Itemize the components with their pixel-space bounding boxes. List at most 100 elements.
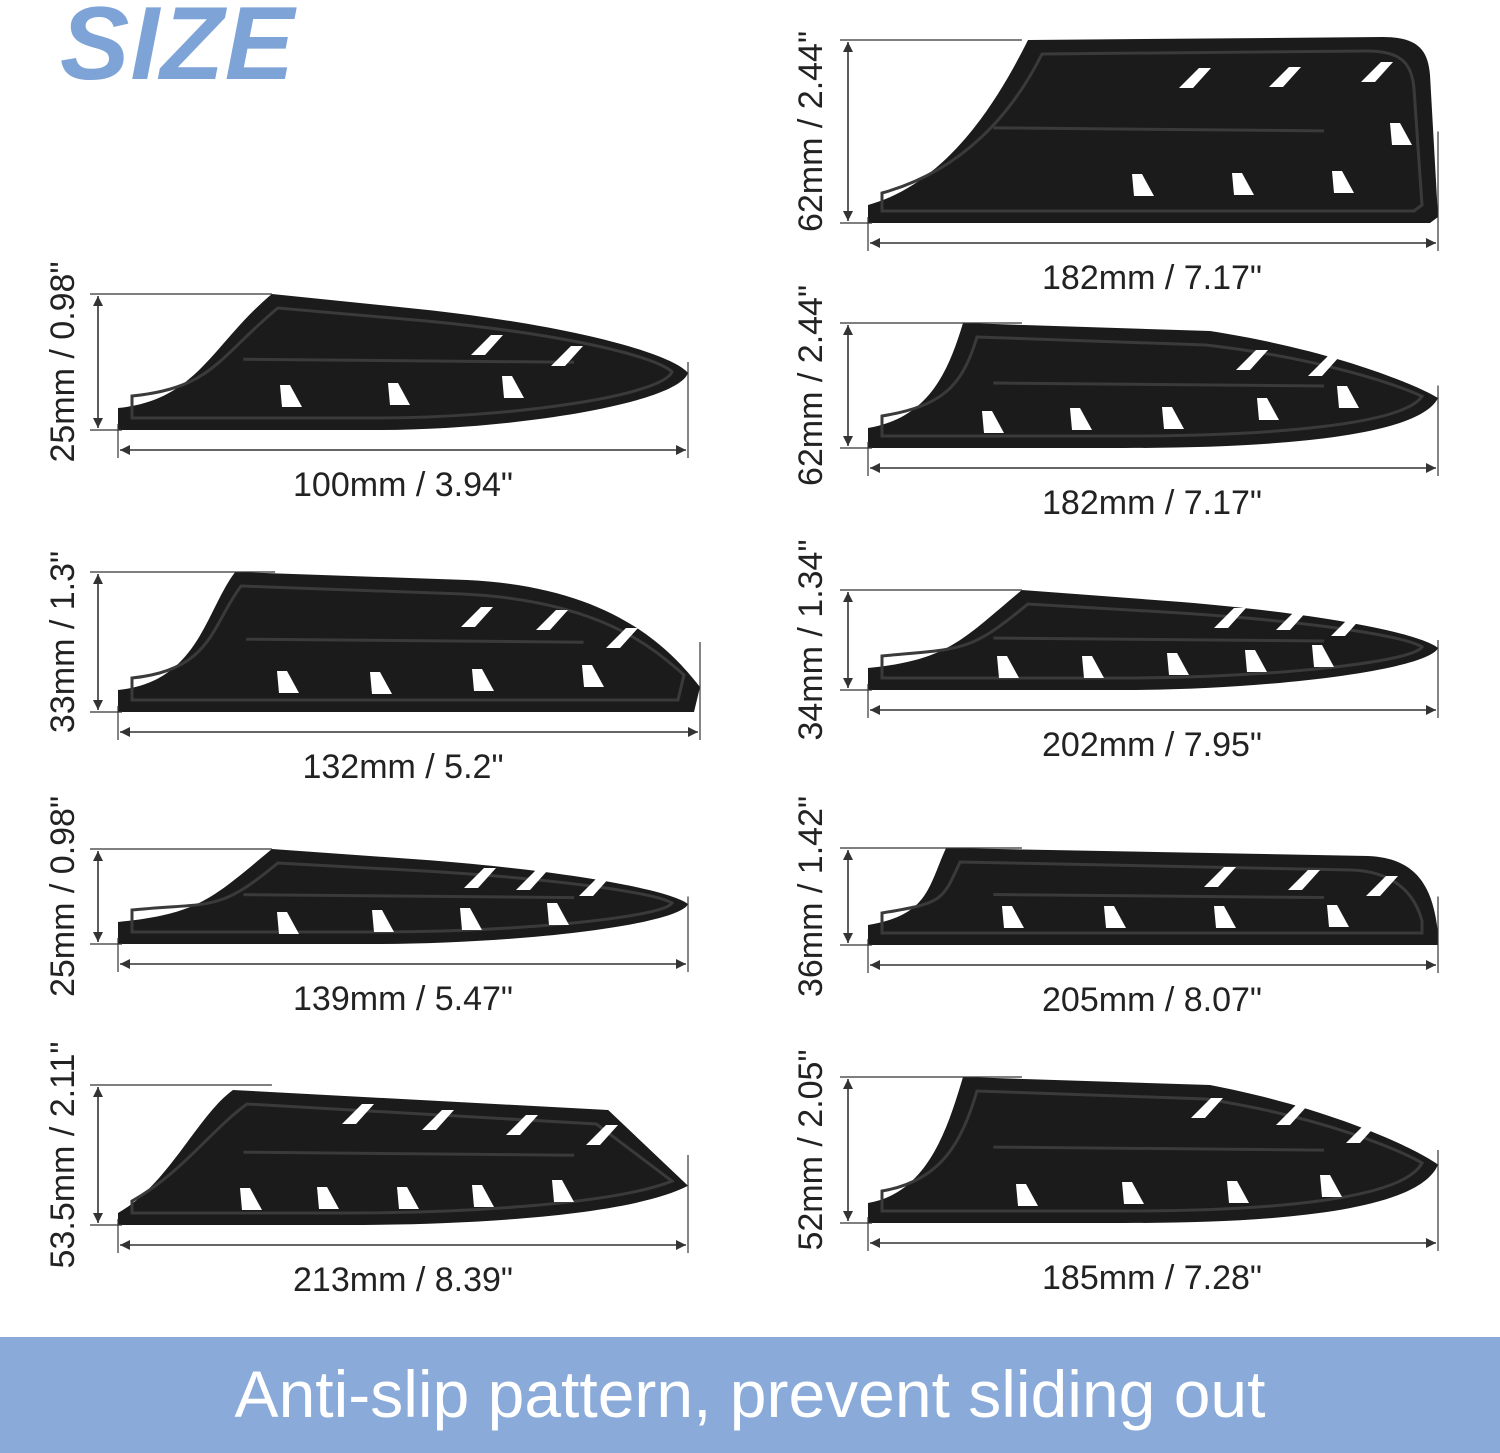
sheath-3-height-label: 25mm / 0.98" xyxy=(44,796,82,997)
sheath-3-ridge xyxy=(243,893,575,900)
sheath-7-antislip-hole xyxy=(1331,616,1363,636)
sheath-5-antislip-hole xyxy=(1269,67,1301,87)
sheath-4-antislip-hole xyxy=(422,1110,454,1130)
sheath-8-antislip-hole xyxy=(1104,906,1126,928)
knife-sheath-2 xyxy=(118,572,700,712)
sheath-3-antislip-hole xyxy=(516,870,548,890)
sheath-2-antislip-hole xyxy=(606,628,638,648)
knife-sheath-9 xyxy=(868,1077,1438,1223)
sheath-5-antislip-hole xyxy=(1390,123,1412,145)
sheath-1-antislip-hole xyxy=(280,385,302,407)
sheath-7-length-label: 202mm / 7.95" xyxy=(1042,726,1262,764)
sheath-diagram: 100mm / 3.94" 25mm / 0.98" 132mm / 5.2" 33m… xyxy=(44,31,1439,1299)
sheath-4-length-label: 213mm / 8.39" xyxy=(293,1261,513,1299)
sheath-6-ridge xyxy=(993,381,1325,388)
sheath-9-antislip-hole xyxy=(1276,1105,1308,1125)
sheath-3-antislip-hole xyxy=(547,903,569,925)
sheath-4-antislip-hole xyxy=(342,1104,374,1124)
sheath-7-dimensions: 202mm / 7.95" 34mm / 1.34" xyxy=(792,539,1439,764)
knife-sheath-5 xyxy=(868,37,1438,223)
knife-sheath-4 xyxy=(118,1090,688,1225)
sheath-8-antislip-hole xyxy=(1288,870,1320,890)
sheath-9-length-label: 185mm / 7.28" xyxy=(1042,1259,1262,1297)
sheath-4-antislip-hole xyxy=(552,1180,574,1202)
sheath-7-antislip-hole xyxy=(1276,610,1308,630)
sheath-5-length-label: 182mm / 7.17" xyxy=(1042,259,1262,297)
sheath-8-length-label: 205mm / 8.07" xyxy=(1042,981,1262,1019)
sheath-4-antislip-hole xyxy=(397,1187,419,1209)
sheath-2-antislip-hole xyxy=(461,607,493,627)
sheath-6-antislip-hole xyxy=(1257,398,1279,420)
sheath-3-length-label: 139mm / 5.47" xyxy=(293,980,513,1018)
sheath-5-dimensions: 182mm / 7.17" 62mm / 2.44" xyxy=(792,31,1439,297)
knife-sheath-1 xyxy=(118,294,688,430)
banner-text: Anti-slip pattern, prevent sliding out xyxy=(234,1357,1266,1431)
sheath-1-rim xyxy=(130,306,674,420)
sheath-3-antislip-hole xyxy=(277,912,299,934)
sheath-5-antislip-hole xyxy=(1332,171,1354,193)
sheath-1-length-label: 100mm / 3.94" xyxy=(293,466,513,504)
sheath-5-antislip-hole xyxy=(1232,173,1254,195)
sheath-3-dimensions: 139mm / 5.47" 25mm / 0.98" xyxy=(44,796,689,1018)
sheath-1-antislip-hole xyxy=(502,376,524,398)
sheath-9-antislip-hole xyxy=(1320,1175,1342,1197)
sheath-9-dimensions: 185mm / 7.28" 52mm / 2.05" xyxy=(792,1049,1439,1297)
sheath-9-antislip-hole xyxy=(1016,1184,1038,1206)
size-title: SIZE xyxy=(60,0,296,102)
sheath-2-height-label: 33mm / 1.3" xyxy=(44,551,82,733)
sheath-6-antislip-hole xyxy=(1236,350,1268,370)
sheath-3-antislip-hole xyxy=(372,910,394,932)
sheath-7-antislip-hole xyxy=(1312,645,1334,667)
sheath-6-antislip-hole xyxy=(1162,407,1184,429)
sheath-2-antislip-hole xyxy=(370,672,392,694)
sheath-6-rim xyxy=(880,335,1425,438)
knife-sheath-6 xyxy=(868,323,1438,448)
sheath-2-antislip-hole xyxy=(472,669,494,691)
sheath-7-ridge xyxy=(993,636,1325,643)
sheath-7-antislip-hole xyxy=(1245,650,1267,672)
sheath-2-rim xyxy=(130,584,686,702)
sheath-7-height-label: 34mm / 1.34" xyxy=(792,539,830,740)
sheath-4-antislip-hole xyxy=(317,1187,339,1209)
sheath-9-antislip-hole xyxy=(1122,1182,1144,1204)
sheath-7-antislip-hole xyxy=(997,656,1019,678)
sheath-4-height-label: 53.5mm / 2.11" xyxy=(44,1042,82,1269)
sheath-5-ridge xyxy=(993,126,1325,133)
sheath-7-rim xyxy=(880,602,1425,680)
sheath-9-antislip-hole xyxy=(1227,1181,1249,1203)
sheath-4-antislip-hole xyxy=(506,1115,538,1135)
sheath-4-dimensions: 213mm / 8.39" 53.5mm / 2.11" xyxy=(44,1042,689,1299)
sheath-1-antislip-hole xyxy=(388,383,410,405)
sheath-1-dimensions: 100mm / 3.94" 25mm / 0.98" xyxy=(44,261,689,504)
sheath-4-rim xyxy=(130,1102,676,1215)
sheath-8-height-label: 36mm / 1.42" xyxy=(792,796,830,997)
sheath-8-antislip-hole xyxy=(1214,906,1236,928)
sheath-2-antislip-hole xyxy=(536,610,568,630)
knife-sheath-7 xyxy=(868,590,1438,690)
sheath-1-antislip-hole xyxy=(471,335,503,355)
sheath-5-rim xyxy=(880,49,1424,213)
sheath-1-ridge xyxy=(243,357,575,364)
sheath-8-antislip-hole xyxy=(1002,906,1024,928)
sheath-6-antislip-hole xyxy=(1070,408,1092,430)
sheath-4-antislip-hole xyxy=(240,1188,262,1210)
sheath-9-antislip-hole xyxy=(1346,1123,1378,1143)
sheath-4-body xyxy=(118,1090,688,1225)
sheath-8-rim xyxy=(880,860,1424,935)
sheath-3-antislip-hole xyxy=(579,876,611,896)
sheath-8-antislip-hole xyxy=(1204,867,1236,887)
sheath-4-antislip-hole xyxy=(472,1185,494,1207)
sheath-9-ridge xyxy=(993,1145,1325,1152)
sheath-5-antislip-hole xyxy=(1179,68,1211,88)
sheath-5-antislip-hole xyxy=(1361,62,1393,82)
sheath-8-antislip-hole xyxy=(1366,876,1398,896)
sheath-6-antislip-hole xyxy=(982,411,1004,433)
sheath-8-ridge xyxy=(993,893,1325,900)
sheath-5-height-label: 62mm / 2.44" xyxy=(792,31,830,232)
sheath-7-antislip-hole xyxy=(1214,608,1246,628)
sheath-6-length-label: 182mm / 7.17" xyxy=(1042,484,1262,522)
sheath-6-dimensions: 182mm / 7.17" 62mm / 2.44" xyxy=(792,285,1439,522)
sheath-6-height-label: 62mm / 2.44" xyxy=(792,285,830,486)
sheath-9-rim xyxy=(880,1089,1424,1213)
sheath-2-dimensions: 132mm / 5.2" 33mm / 1.3" xyxy=(44,551,701,786)
